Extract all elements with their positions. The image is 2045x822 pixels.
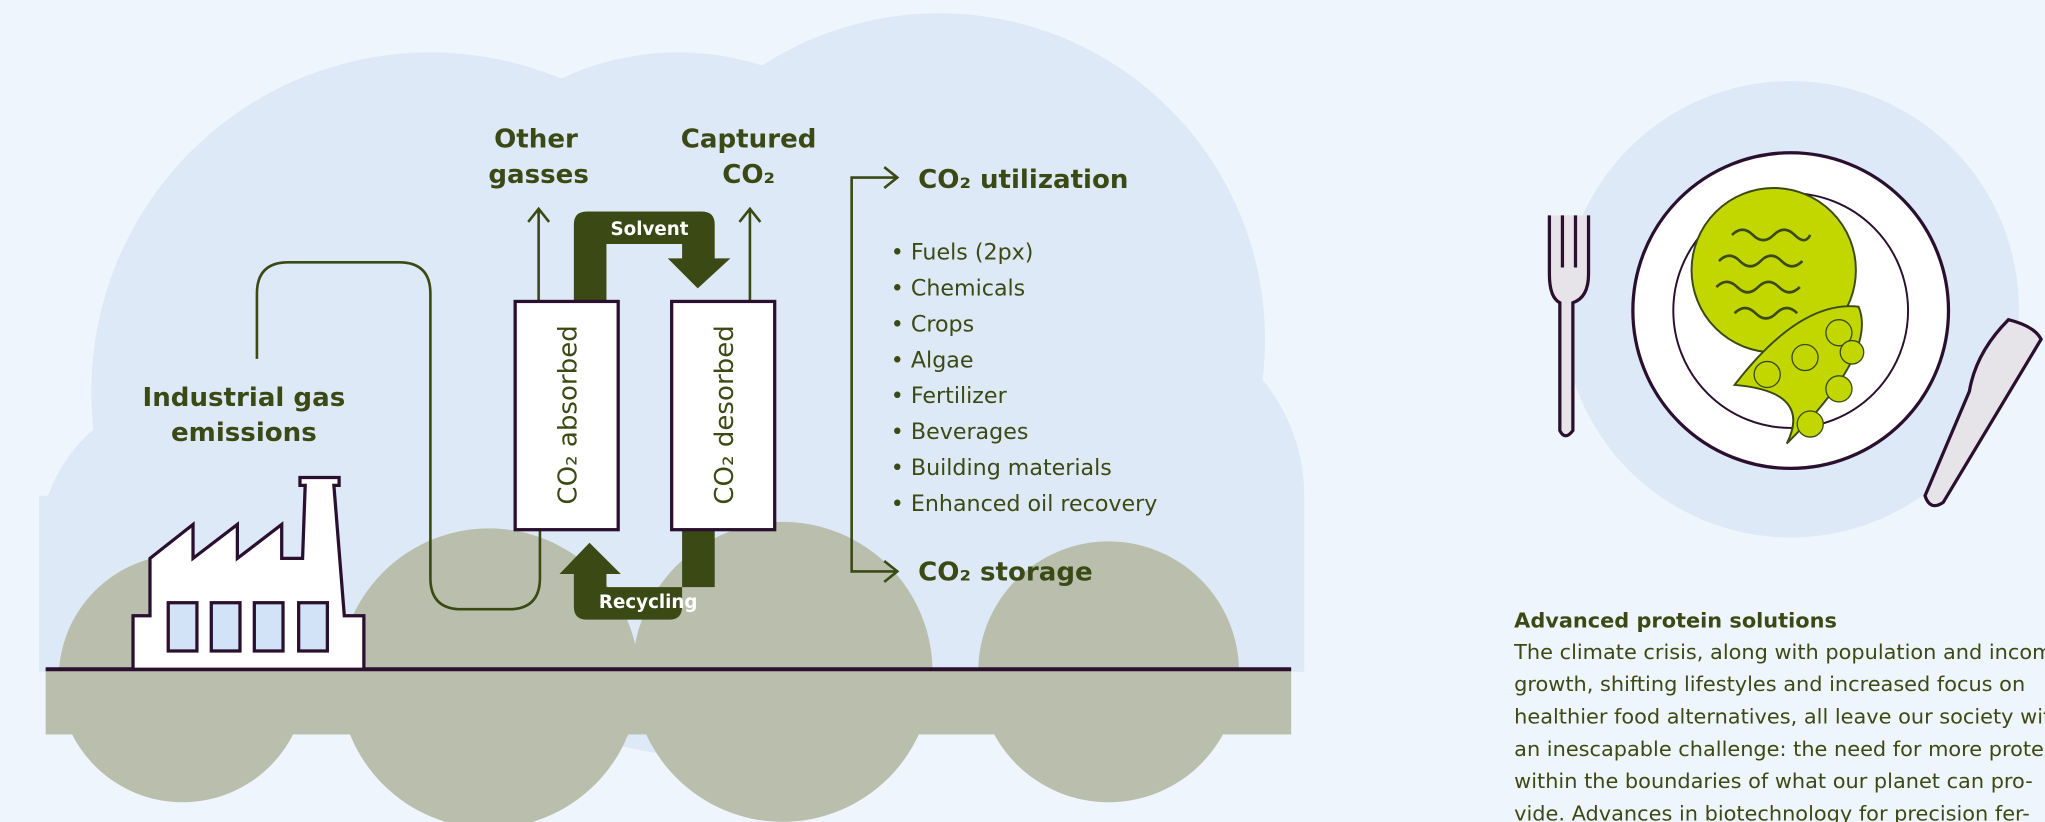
use-item: • Building materials xyxy=(891,455,1112,481)
factory xyxy=(131,475,366,671)
use-item: • Fuels (2px) xyxy=(891,240,1034,266)
meal-illustration xyxy=(1547,151,2043,508)
use-item: • Enhanced oil recovery xyxy=(891,491,1158,517)
use-item: • Fertilizer xyxy=(891,383,1008,409)
body-line: The climate crisis, along with populatio… xyxy=(1513,640,2045,664)
body-line: an inescapable challenge: the need for m… xyxy=(1514,737,2045,761)
use-item: • Beverages xyxy=(891,419,1029,445)
solvent-flow xyxy=(559,211,731,620)
storage: CO₂ storage xyxy=(918,558,1093,588)
utilization: CO₂ utilization xyxy=(918,165,1128,195)
uses-list: • Fuels (2px) • Chemicals • Crops • Algae • … xyxy=(891,240,1158,517)
use-item: • Chemicals xyxy=(891,276,1025,302)
absorber xyxy=(513,299,620,532)
article-heading: Advanced protein solutions xyxy=(1514,608,1837,632)
body-line: within the boundaries of what our planet… xyxy=(1514,769,2033,793)
other-gasses: gasses xyxy=(488,160,589,190)
body-line: vide. Advances in biotechnology for prec… xyxy=(1514,802,2030,822)
absorbed-label: CO₂ absorbed xyxy=(553,325,583,504)
captured: Captured xyxy=(681,125,817,155)
desorbed-label: CO₂ desorbed xyxy=(710,325,740,505)
arrows xyxy=(527,166,900,583)
desorber xyxy=(670,299,777,532)
use-item: • Algae xyxy=(891,347,974,373)
use-item: • Crops xyxy=(891,311,974,337)
body-line: growth, shifting lifestyles and increase… xyxy=(1514,672,2025,696)
solvent-label: Solvent xyxy=(611,219,689,240)
source: Industrial gas xyxy=(143,383,346,413)
recycling-label: Recycling xyxy=(599,592,698,613)
pipe xyxy=(255,261,542,611)
source: emissions xyxy=(171,418,317,448)
body-line: healthier food alternatives, all leave o… xyxy=(1514,704,2045,728)
captured: CO₂ xyxy=(722,160,775,190)
other-gasses: Other xyxy=(494,125,578,155)
article-body: The climate crisis, along with populatio… xyxy=(1513,640,2045,822)
